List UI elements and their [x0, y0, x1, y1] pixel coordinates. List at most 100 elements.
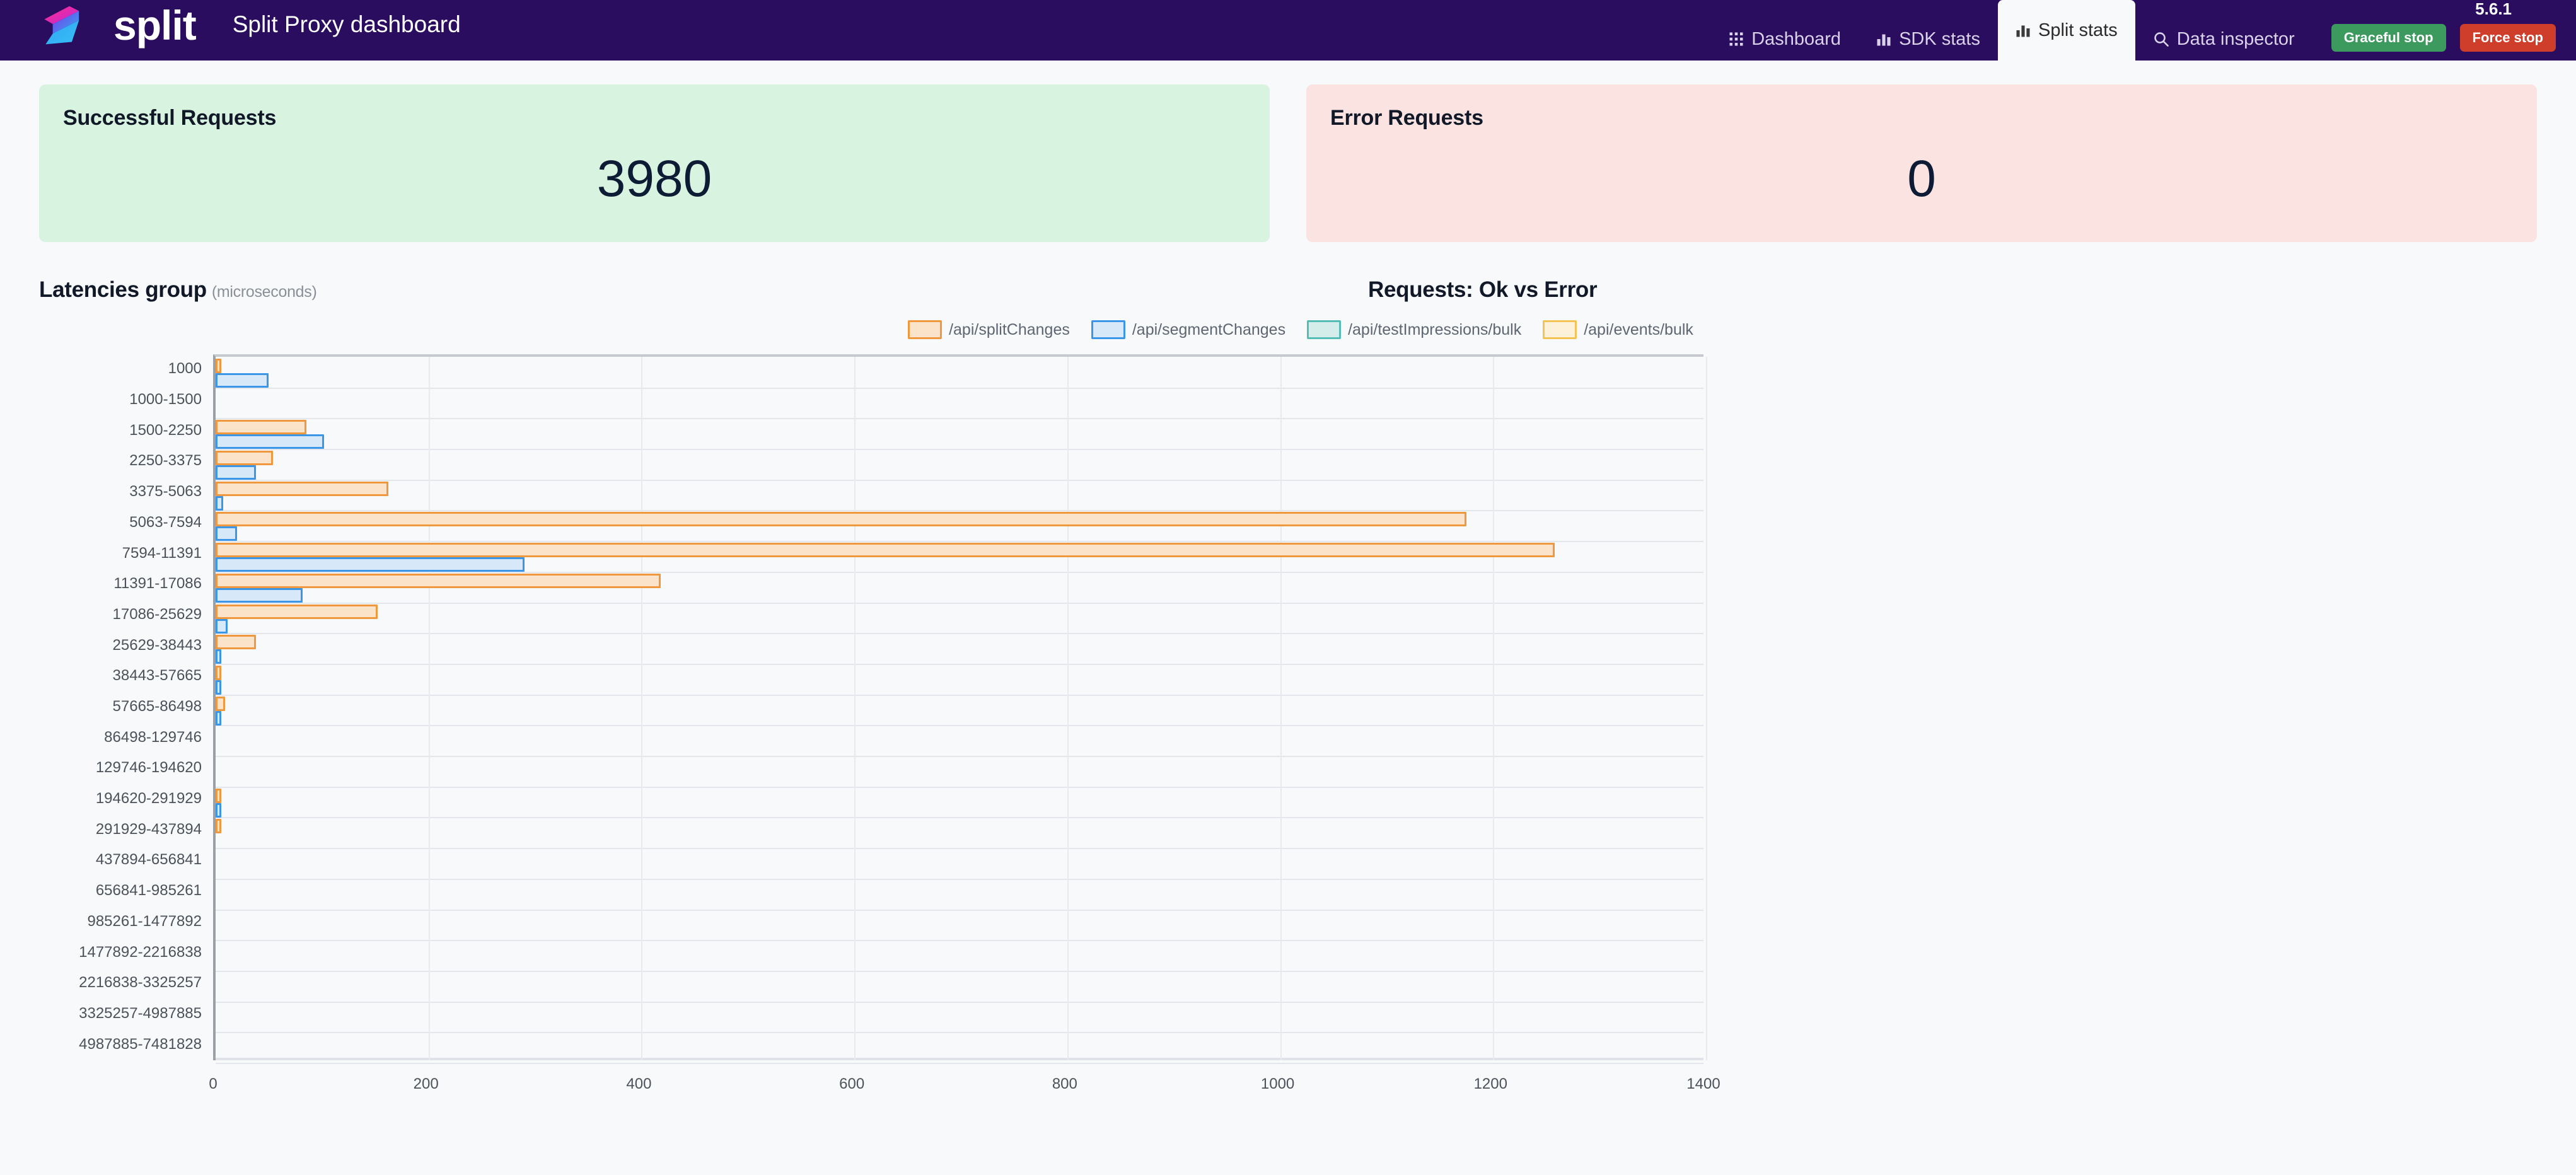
successful-requests-value: 3980: [596, 150, 712, 207]
y-axis-tick-label: 194620-291929: [95, 790, 202, 807]
legend-label: /api/events/bulk: [1584, 320, 1693, 339]
tab-data-inspector[interactable]: Data inspector: [2135, 18, 2312, 61]
grid-line-horizontal: [216, 1032, 1703, 1034]
grid-line-horizontal: [216, 848, 1703, 850]
error-requests-title: Error Requests: [1330, 106, 1483, 130]
successful-requests-title: Successful Requests: [63, 106, 277, 130]
chart-bar[interactable]: [216, 604, 378, 619]
version-label: 5.6.1: [2475, 0, 2512, 18]
legend-swatch: [908, 320, 943, 339]
chart-bar[interactable]: [216, 696, 226, 711]
legend-label: /api/segmentChanges: [1132, 320, 1286, 339]
legend-swatch: [1091, 320, 1125, 339]
legend-item[interactable]: /api/segmentChanges: [1091, 320, 1285, 339]
navbar-right: Dashboard SDK stats Split stats: [1711, 0, 2576, 61]
chart-bar[interactable]: [216, 788, 221, 803]
chart-bar[interactable]: [216, 635, 257, 650]
chart-bar[interactable]: [216, 802, 221, 818]
x-axis-tick-label: 1400: [1686, 1075, 1720, 1092]
y-axis-tick-label: 291929-437894: [95, 820, 202, 838]
section-headers: Latencies group (microseconds) Requests: …: [0, 242, 2576, 303]
split-logo-icon: [37, 4, 105, 47]
error-requests-value: 0: [1907, 150, 1936, 207]
legend-swatch: [1543, 320, 1577, 339]
chart-bar[interactable]: [216, 451, 274, 466]
latencies-section-header: Latencies group (microseconds): [39, 277, 1288, 303]
grid-line-vertical: [641, 357, 643, 1060]
chart-bar[interactable]: [216, 588, 303, 603]
grid-icon: [1729, 32, 1744, 47]
grid-line-horizontal: [216, 725, 1703, 727]
chart-bar[interactable]: [216, 434, 325, 449]
requests-title: Requests: Ok vs Error: [1368, 277, 1598, 302]
chart-bar[interactable]: [216, 618, 228, 634]
grid-line-horizontal: [216, 878, 1703, 880]
grid-line-horizontal: [216, 387, 1703, 389]
chart-bar[interactable]: [216, 557, 525, 572]
chart-bar[interactable]: [216, 512, 1467, 527]
y-axis-tick-label: 3375-5063: [129, 483, 202, 501]
tab-data-inspector-label: Data inspector: [2176, 29, 2295, 49]
y-axis-tick-label: 129746-194620: [95, 759, 202, 777]
chart-bar[interactable]: [216, 526, 237, 541]
successful-requests-card: Successful Requests 3980: [39, 84, 1270, 242]
legend-item[interactable]: /api/testImpressions/bulk: [1307, 320, 1521, 339]
chart-bar[interactable]: [216, 680, 221, 695]
navbar-actions: 5.6.1 Graceful stop Force stop: [2312, 0, 2556, 61]
legend-item[interactable]: /api/splitChanges: [908, 320, 1070, 339]
tab-split-stats[interactable]: Split stats: [1998, 0, 2135, 61]
chart-bar[interactable]: [216, 481, 388, 496]
y-axis-tick-label: 17086-25629: [112, 605, 202, 623]
x-axis-tick-label: 0: [209, 1075, 218, 1092]
chart-bar[interactable]: [216, 665, 221, 680]
y-axis-tick-label: 1000: [168, 360, 202, 378]
y-axis-tick-label: 2216838-3325257: [79, 974, 202, 992]
logo-wordmark: split: [113, 2, 197, 49]
grid-line-horizontal: [216, 602, 1703, 604]
grid-line-vertical: [1067, 357, 1069, 1060]
top-navbar: split Split Proxy dashboard Dashboard: [0, 0, 2576, 61]
tab-sdk-stats[interactable]: SDK stats: [1859, 18, 1998, 61]
latencies-title: Latencies group (microseconds): [39, 277, 1288, 303]
stat-cards: Successful Requests 3980 Error Requests …: [0, 61, 2576, 242]
chart-bar[interactable]: [216, 710, 221, 726]
y-axis-tick-label: 1500-2250: [129, 421, 202, 439]
x-axis-tick-label: 800: [1052, 1075, 1077, 1092]
y-axis-tick-label: 4987885-7481828: [79, 1035, 202, 1053]
graceful-stop-button[interactable]: Graceful stop: [2331, 24, 2446, 52]
chart-bar[interactable]: [216, 465, 257, 480]
force-stop-button[interactable]: Force stop: [2459, 24, 2556, 52]
chart-bar[interactable]: [216, 543, 1555, 558]
y-axis-tick-label: 985261-1477892: [87, 912, 202, 930]
tab-dashboard[interactable]: Dashboard: [1711, 18, 1859, 61]
y-axis-tick-label: 3325257-4987885: [79, 1004, 202, 1022]
legend-label: /api/splitChanges: [949, 320, 1070, 339]
chart-bar[interactable]: [216, 359, 221, 373]
brand: split Split Proxy dashboard: [0, 4, 461, 61]
grid-line-vertical: [428, 357, 430, 1060]
latencies-chart-wrap: 1000 1000-1500 1500-2250 2250-3375 3375-5063…: [0, 354, 2576, 1130]
chart-bar[interactable]: [216, 495, 223, 511]
latencies-chart: 1000 1000-1500 1500-2250 2250-3375 3375-5063…: [39, 354, 1720, 1098]
bar-chart-icon: [2016, 23, 2031, 38]
legend-item[interactable]: /api/events/bulk: [1543, 320, 1693, 339]
y-axis-tick-label: 437894-656841: [95, 851, 202, 869]
chart-x-axis-line: [216, 1058, 1703, 1060]
tab-sdk-stats-label: SDK stats: [1899, 29, 1980, 49]
x-axis-tick-label: 400: [626, 1075, 652, 1092]
chart-bar[interactable]: [216, 819, 221, 834]
grid-line-horizontal: [216, 510, 1703, 512]
y-axis-tick-label: 1477892-2216838: [79, 943, 202, 961]
chart-bar[interactable]: [216, 573, 661, 588]
grid-line-horizontal: [216, 694, 1703, 696]
grid-line-horizontal: [216, 970, 1703, 972]
y-axis-tick-label: 5063-7594: [129, 513, 202, 531]
grid-line-horizontal: [216, 817, 1703, 819]
grid-line-vertical: [1280, 357, 1282, 1060]
requests-section-header: Requests: Ok vs Error: [1288, 277, 2537, 303]
chart-bar[interactable]: [216, 649, 221, 664]
x-axis-tick-label: 1000: [1260, 1075, 1295, 1092]
chart-bar[interactable]: [216, 420, 306, 435]
grid-line-horizontal: [216, 418, 1703, 420]
chart-bar[interactable]: [216, 373, 269, 388]
